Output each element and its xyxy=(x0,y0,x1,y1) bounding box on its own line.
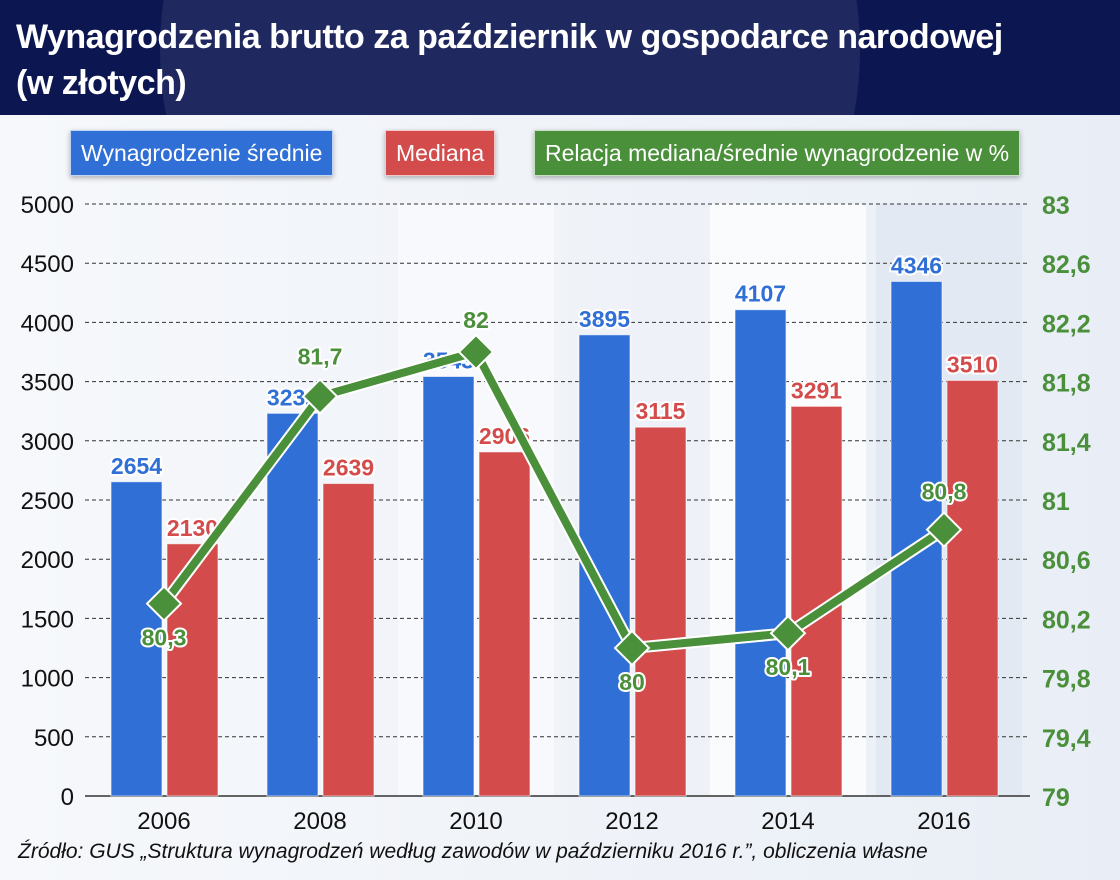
ratio-marker xyxy=(925,511,963,548)
ratio-marker xyxy=(613,629,651,667)
bar-median xyxy=(478,451,531,797)
bar-average xyxy=(422,376,475,797)
left-axis-tick: 1000 xyxy=(21,666,74,693)
ratio-line xyxy=(160,348,947,652)
title-line-2: (w złotych) xyxy=(16,64,187,102)
ratio-marker xyxy=(145,585,183,622)
chart-title: Wynagrodzenia brutto za październik w go… xyxy=(16,14,1003,106)
bar-median xyxy=(322,483,375,797)
right-axis-tick: 79 xyxy=(1042,784,1070,812)
left-axis-tick: 0 xyxy=(61,784,74,811)
data-label-ratio: 80,3 xyxy=(142,625,187,651)
x-axis-tick: 2008 xyxy=(293,808,346,835)
left-axis-tick: 2000 xyxy=(21,547,74,574)
data-label-average: 3895 xyxy=(579,306,630,332)
right-axis-tick: 82,6 xyxy=(1042,251,1091,279)
right-axis-tick: 81,8 xyxy=(1042,370,1091,398)
ratio-marker xyxy=(301,378,339,415)
data-label-median: 3115 xyxy=(636,398,686,424)
data-label-ratio: 80 xyxy=(619,669,645,695)
data-label-median: 3510 xyxy=(947,351,998,377)
data-label-average: 4346 xyxy=(891,252,942,278)
left-axis-tick: 2500 xyxy=(21,488,74,515)
data-label-ratio: 80,1 xyxy=(766,654,811,680)
data-label-median: 2639 xyxy=(323,455,374,481)
x-axis-tick: 2016 xyxy=(917,808,970,835)
right-axis-tick: 79,8 xyxy=(1042,666,1091,694)
x-axis-tick: 2010 xyxy=(449,808,502,835)
x-axis-tick: 2014 xyxy=(761,808,814,835)
data-label-average: 2654 xyxy=(111,453,162,479)
data-label-ratio: 80,8 xyxy=(922,479,967,505)
right-axis-tick: 83 xyxy=(1042,192,1070,220)
x-axis-tick: 2006 xyxy=(137,808,190,835)
source-note: Źródło: GUS „Struktura wynagrodzeń wedłu… xyxy=(18,840,928,863)
background-arc xyxy=(160,0,860,115)
right-axis-tick: 81 xyxy=(1042,488,1070,516)
data-label-ratio: 82 xyxy=(463,307,489,333)
header: Wynagrodzenia brutto za październik w go… xyxy=(0,0,1120,115)
legend-item-ratio: Relacja mediana/średnie wynagrodzenie w … xyxy=(534,130,1021,176)
bar-average xyxy=(266,412,319,797)
left-axis-tick: 5000 xyxy=(21,192,74,219)
right-axis-tick: 79,4 xyxy=(1042,725,1091,753)
left-axis-tick: 500 xyxy=(34,725,74,752)
legend-item-median: Mediana xyxy=(385,130,496,176)
bar-median xyxy=(634,426,687,797)
left-axis-tick: 3000 xyxy=(21,429,74,456)
left-axis-tick: 1500 xyxy=(21,606,74,633)
data-label-average: 4107 xyxy=(735,281,786,307)
left-axis-tick: 3500 xyxy=(21,370,74,397)
bar-average xyxy=(734,309,787,797)
left-axis-tick: 4000 xyxy=(21,310,74,337)
ratio-marker xyxy=(457,333,495,371)
right-axis-tick: 81,4 xyxy=(1042,429,1091,457)
x-axis-tick: 2012 xyxy=(605,808,658,835)
bar-average xyxy=(110,481,163,797)
legend-item-average: Wynagrodzenie średnie xyxy=(70,130,334,176)
right-axis-tick: 80,2 xyxy=(1042,606,1091,634)
right-axis-tick: 82,2 xyxy=(1042,310,1091,338)
bar-median xyxy=(946,379,999,797)
right-axis-tick: 80,6 xyxy=(1042,547,1091,575)
title-line-1: Wynagrodzenia brutto za październik w go… xyxy=(16,18,1003,56)
ratio-marker xyxy=(769,614,807,652)
data-label-ratio: 81,7 xyxy=(298,343,343,369)
left-axis-tick: 4500 xyxy=(21,251,74,278)
data-label-median: 3291 xyxy=(791,377,842,403)
